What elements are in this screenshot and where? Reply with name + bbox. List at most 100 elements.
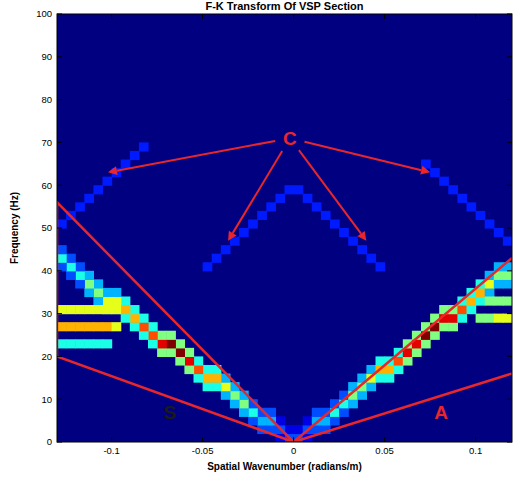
y-tick [57,270,62,271]
heat-cell [203,365,213,374]
heat-cell [230,399,240,408]
heat-cell [439,177,449,186]
heat-cell [75,305,85,314]
y-tick [57,313,62,314]
heat-cell [157,339,167,348]
heat-cell [148,331,158,340]
y-tick [57,185,62,186]
heat-cell [75,271,85,280]
heat-cell [103,288,113,297]
heat-cell [103,339,113,348]
heat-cell [239,408,249,417]
heat-cell [93,279,103,288]
heat-cell [239,228,249,237]
heat-cell [421,339,431,348]
heat-cell [112,305,122,314]
heat-cell [467,202,477,211]
heat-cell [57,322,67,331]
heat-cell [112,322,122,331]
heat-cell [439,322,449,331]
heat-cell [221,245,231,254]
heat-cell [330,416,340,425]
heat-cell [166,339,176,348]
heat-cell [93,339,103,348]
y-tick-label: 50 [41,222,52,233]
heat-cell [257,211,267,220]
heat-cell [239,399,249,408]
heat-cell [212,254,222,263]
heat-cell [93,185,103,194]
x-axis-title: Spatial Wavenumber (radians/m) [207,461,362,472]
heat-cell [103,177,113,186]
heat-cell [503,314,512,323]
y-tick-label: 100 [36,8,52,19]
heat-cell [130,322,140,331]
heat-cell [166,348,176,357]
heat-cell [403,356,413,365]
heat-cell [103,305,113,314]
heat-cell [66,339,76,348]
heat-cell [221,391,231,400]
heat-cell [494,314,504,323]
heat-cell [221,382,231,391]
heat-cell [84,288,94,297]
y-tick [507,313,512,314]
heat-cell [485,296,495,305]
heat-cell [339,408,349,417]
heat-cell [476,288,486,297]
x-tick [384,437,385,442]
y-tick [507,142,512,143]
heat-cell [503,296,512,305]
heat-cell [66,322,76,331]
y-tick-label: 80 [41,94,52,105]
y-tick [57,99,62,100]
heat-cell [93,305,103,314]
heat-cell [476,296,486,305]
heat-cell [93,322,103,331]
heat-cell [130,151,140,160]
x-tick-label: 0.1 [469,445,482,456]
y-tick [507,56,512,57]
heat-cell [57,305,67,314]
heat-cell [448,314,458,323]
heat-cell [476,211,486,220]
y-tick [507,442,512,443]
heat-cell [357,245,367,254]
heat-cell [303,416,313,425]
heat-cell [103,296,113,305]
heat-cell [448,322,458,331]
annotation-arrowhead [228,231,236,241]
heat-cell [84,322,94,331]
heat-cell [103,305,113,314]
heat-cell [121,296,131,305]
annotation-label: C [283,128,297,149]
heat-cell [66,254,76,263]
x-tick [111,14,112,19]
heat-cell [257,416,267,425]
heat-cell [248,219,258,228]
heat-cell [248,408,258,417]
heat-cell [203,374,213,383]
heat-cell [330,219,340,228]
heat-cell [494,279,504,288]
heat-cell [203,382,213,391]
x-tick [202,437,203,442]
annotation-arrow [305,142,422,171]
region-outline [57,202,294,442]
annotation-label: S [163,402,176,423]
y-tick-label: 10 [41,394,52,405]
annotation-arrowhead [108,166,118,175]
heat-cell [376,374,386,383]
y-tick-label: 30 [41,308,52,319]
heat-cell [57,254,67,263]
heat-cell [212,374,222,383]
x-tick [202,14,203,19]
heat-cell [203,262,213,271]
heat-cell [75,322,85,331]
heat-cell [84,279,94,288]
heat-cell [494,296,504,305]
plot-frame [57,14,512,442]
heat-cell [275,194,285,203]
heat-cell [84,194,94,203]
y-tick [57,56,62,57]
